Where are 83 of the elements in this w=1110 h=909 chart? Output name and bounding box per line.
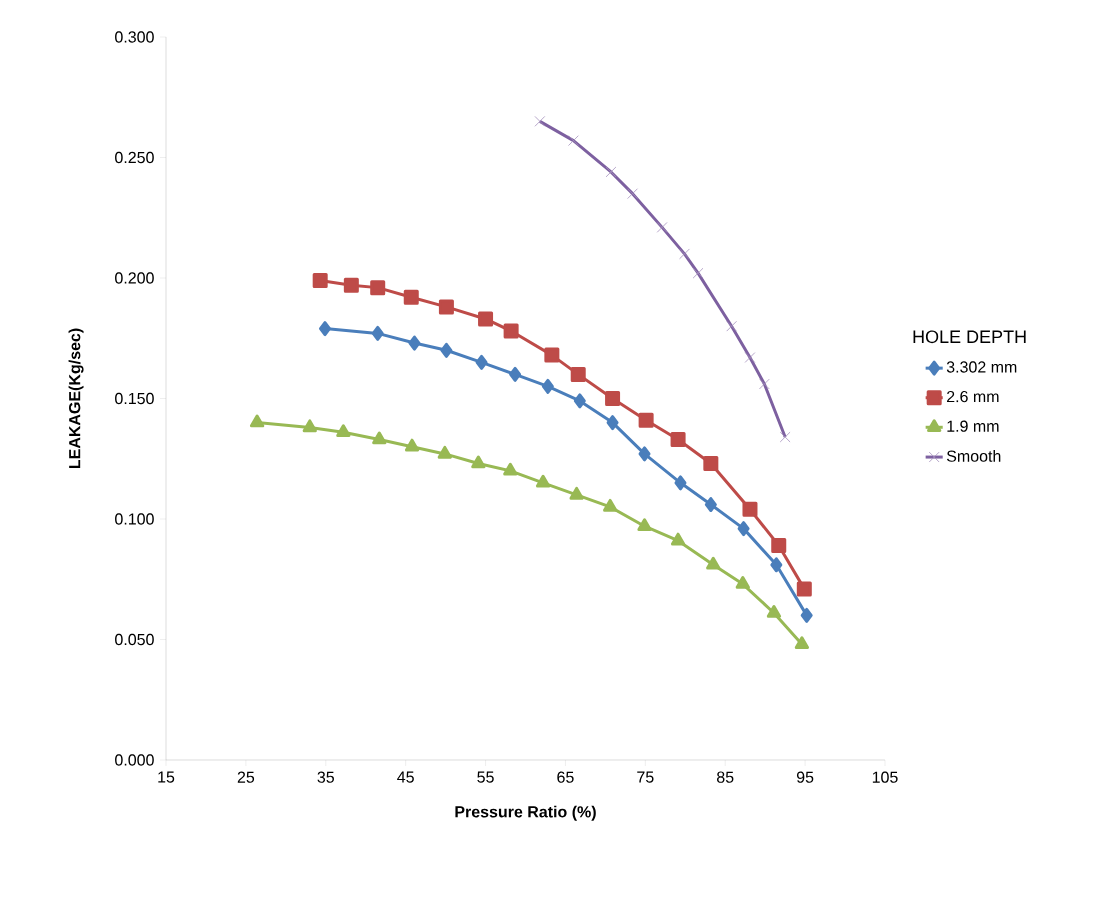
point bbox=[638, 446, 651, 462]
point bbox=[779, 431, 791, 443]
y-tick-label: 0.200 bbox=[115, 272, 154, 284]
y-tick-label: 0.300 bbox=[115, 31, 154, 43]
x-axis-title: Pressure Ratio (%) bbox=[455, 805, 596, 821]
point bbox=[370, 280, 386, 296]
legend-label: 2.6 mm bbox=[947, 390, 999, 403]
point bbox=[535, 474, 551, 488]
point bbox=[544, 347, 560, 363]
point bbox=[437, 445, 452, 459]
point bbox=[318, 321, 331, 337]
x-tick-label: 85 bbox=[717, 771, 734, 783]
point bbox=[637, 518, 652, 531]
point bbox=[503, 462, 518, 476]
point bbox=[627, 188, 638, 199]
point bbox=[570, 366, 586, 382]
point bbox=[603, 498, 618, 512]
point bbox=[670, 532, 686, 546]
point bbox=[475, 354, 488, 370]
point bbox=[440, 342, 453, 358]
point bbox=[605, 390, 621, 406]
point bbox=[509, 366, 522, 382]
y-tick-label: 0.000 bbox=[115, 754, 154, 766]
point bbox=[302, 419, 317, 433]
point bbox=[679, 248, 690, 260]
x-tick-label: 95 bbox=[796, 771, 814, 783]
point bbox=[735, 576, 750, 589]
point bbox=[737, 521, 750, 537]
legend-title: HOLE DEPTH bbox=[913, 330, 1026, 344]
point bbox=[568, 135, 579, 146]
point bbox=[674, 475, 687, 491]
point bbox=[471, 455, 486, 469]
y-axis-title: LEAKAGE(Kg/sec) bbox=[68, 328, 84, 469]
point bbox=[670, 431, 686, 447]
point bbox=[343, 277, 359, 293]
x-tick-label: 55 bbox=[477, 771, 494, 783]
point bbox=[703, 456, 719, 472]
point bbox=[606, 415, 619, 431]
point bbox=[692, 267, 704, 279]
point bbox=[573, 393, 586, 409]
x-tick-label: 75 bbox=[637, 771, 654, 783]
point bbox=[759, 378, 770, 390]
legend-label: 3.302 mm bbox=[946, 361, 1017, 373]
y-tick-label: 0.100 bbox=[115, 513, 154, 525]
legend-label: Smooth bbox=[946, 450, 1001, 462]
point bbox=[742, 501, 758, 517]
y-tick-label: 0.250 bbox=[115, 151, 154, 164]
point bbox=[656, 222, 668, 233]
point bbox=[770, 557, 783, 573]
point bbox=[726, 320, 737, 332]
point bbox=[605, 166, 617, 178]
point bbox=[371, 325, 384, 341]
point bbox=[503, 323, 519, 339]
point bbox=[541, 378, 554, 394]
point bbox=[569, 486, 584, 500]
point bbox=[794, 636, 810, 650]
point bbox=[744, 352, 756, 363]
point bbox=[704, 497, 717, 513]
x-tick-label: 65 bbox=[557, 771, 574, 783]
point bbox=[638, 412, 654, 428]
point bbox=[336, 424, 351, 437]
point bbox=[766, 604, 782, 618]
point bbox=[408, 335, 421, 351]
y-tick-label: 0.150 bbox=[115, 392, 154, 405]
legend-label: 1.9 mm bbox=[947, 420, 999, 432]
x-tick-label: 105 bbox=[872, 771, 898, 783]
x-tick-label: 45 bbox=[397, 771, 414, 783]
point bbox=[796, 581, 812, 597]
y-tick-label: 0.050 bbox=[115, 633, 154, 646]
point bbox=[771, 538, 787, 553]
point bbox=[800, 607, 813, 623]
x-tick-label: 25 bbox=[237, 771, 255, 783]
point bbox=[403, 289, 419, 305]
point bbox=[478, 311, 494, 327]
point bbox=[438, 299, 454, 315]
point bbox=[534, 115, 546, 127]
point bbox=[372, 431, 387, 445]
point bbox=[312, 272, 328, 288]
point bbox=[249, 414, 265, 428]
point bbox=[404, 438, 420, 452]
point bbox=[706, 556, 721, 570]
x-tick-label: 35 bbox=[317, 771, 334, 783]
x-tick-label: 15 bbox=[158, 771, 175, 783]
